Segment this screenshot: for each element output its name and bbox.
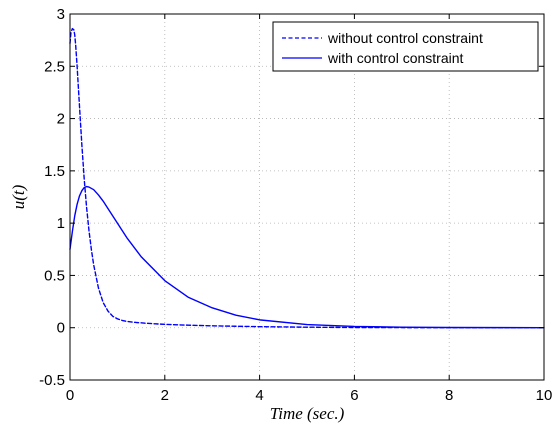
- y-tick-labels: -0.5 0 0.5 1 1.5 2 2.5 3: [39, 6, 65, 389]
- series-lines: [69, 27, 545, 329]
- legend-box: [272, 21, 539, 72]
- y-tick-label: 0.5: [44, 267, 65, 284]
- legend-label-with-constraint: with control constraint: [327, 50, 464, 66]
- x-tick-label: 8: [445, 387, 453, 404]
- plot-frame: [69, 13, 545, 381]
- y-tick-label: 1: [57, 215, 65, 232]
- legend: without control constraint with control …: [272, 21, 539, 72]
- legend-label-without-constraint: without control constraint: [327, 30, 483, 46]
- x-tick-label: 6: [350, 387, 358, 404]
- x-axis-title: Time (sec.): [270, 404, 345, 423]
- y-tick-label: 2: [57, 111, 65, 128]
- series-line-with-constraint: [69, 185, 545, 329]
- axis-ticks: [69, 13, 545, 381]
- y-tick-label: 3: [57, 6, 65, 23]
- x-tick-label: 0: [66, 387, 74, 404]
- x-tick-label: 10: [536, 387, 553, 404]
- x-tick-labels: 0 2 4 6 8 10: [66, 387, 553, 404]
- x-tick-label: 2: [161, 387, 169, 404]
- y-tick-label: 0: [57, 320, 65, 337]
- x-tick-label: 4: [255, 387, 263, 404]
- series-line-without-constraint: [69, 27, 545, 329]
- y-tick-label: -0.5: [39, 372, 65, 389]
- y-tick-label: 1.5: [44, 163, 65, 180]
- y-tick-label: 2.5: [44, 58, 65, 75]
- y-axis-title: u(t): [9, 184, 28, 209]
- plot-area: [70, 14, 544, 380]
